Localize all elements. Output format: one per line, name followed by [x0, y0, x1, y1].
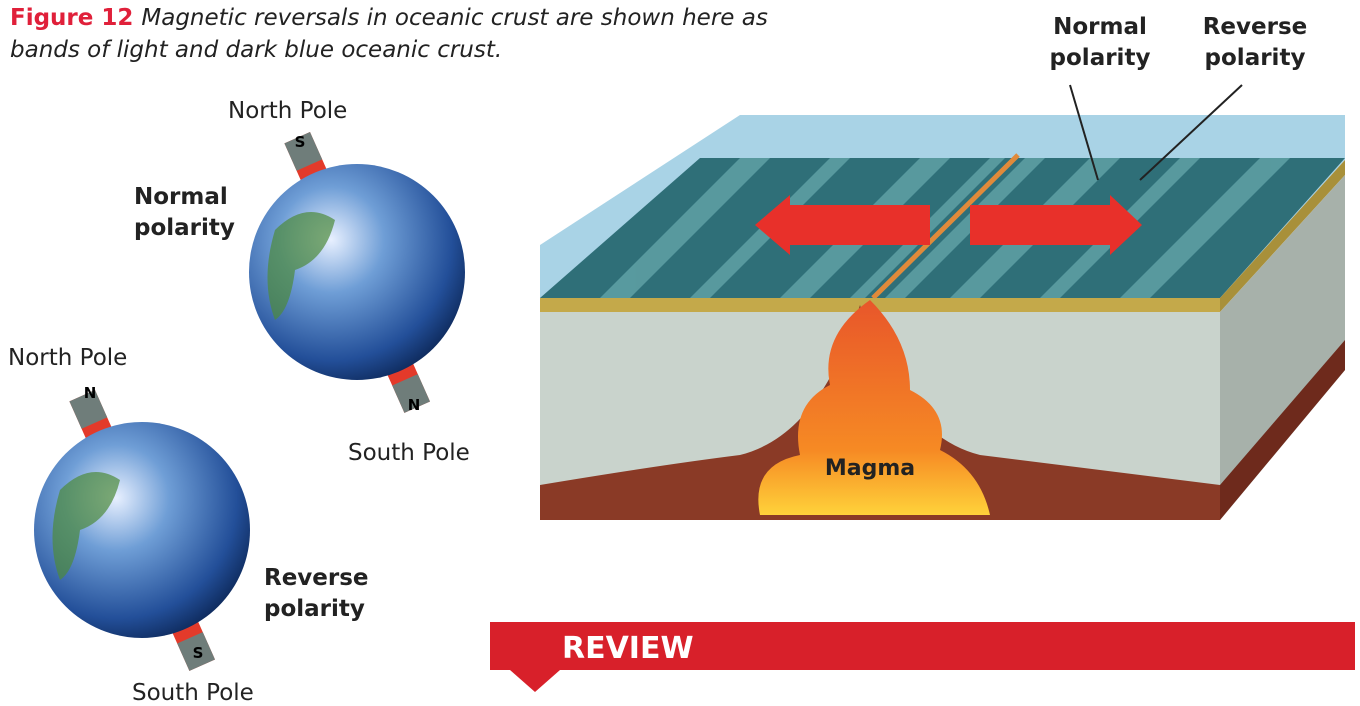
south-pole-label: South Pole	[132, 680, 254, 706]
ridge-diagram: Magma	[540, 85, 1345, 520]
polarity-label: Reverse polarity	[264, 563, 374, 625]
south-pole-label: South Pole	[348, 440, 470, 466]
globe-normal: S N	[249, 132, 465, 414]
figure: S N N S	[0, 0, 1360, 706]
magnet-letter: S	[295, 133, 306, 151]
magma-label: Magma	[825, 456, 915, 481]
polarity-label: Normal polarity	[134, 182, 244, 244]
diagram-label: Normal polarity	[1045, 12, 1155, 74]
globe-reverse: N S	[34, 384, 250, 671]
page: S N N S	[0, 0, 1360, 706]
diagram-label: Reverse polarity	[1200, 12, 1310, 74]
review-banner: REVIEW	[490, 622, 1355, 692]
north-pole-label: North Pole	[8, 345, 127, 371]
north-pole-label: North Pole	[228, 98, 347, 124]
figure-label: Figure 12	[10, 5, 133, 31]
magnet-letter: N	[84, 384, 97, 402]
review-title: REVIEW	[562, 631, 694, 666]
magnet-letter: N	[408, 396, 421, 414]
magnet-letter: S	[193, 644, 204, 662]
